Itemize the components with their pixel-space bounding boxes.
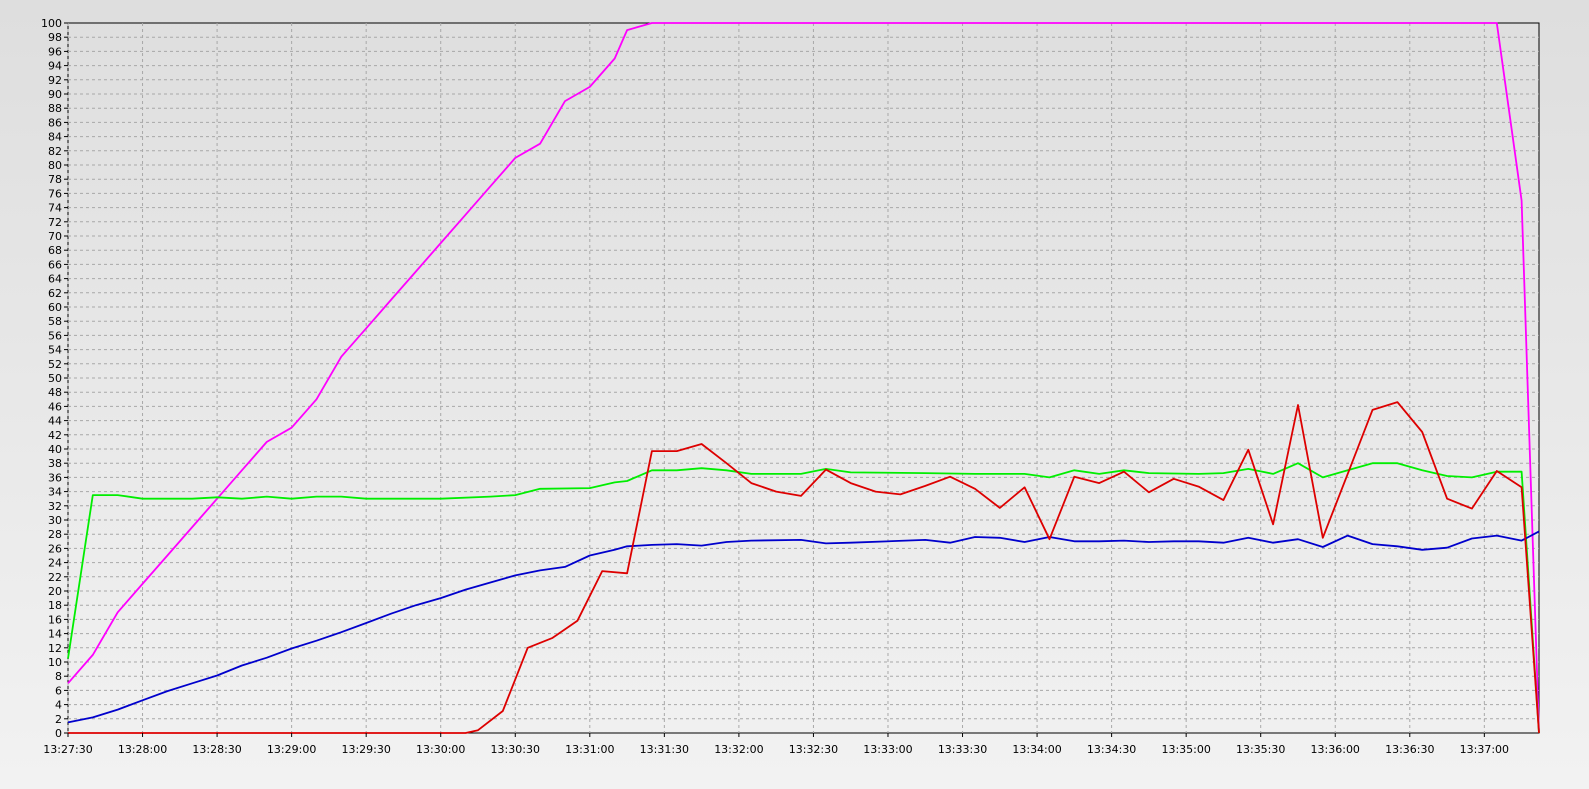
y-tick-label: 52: [48, 358, 62, 371]
series-line-2: [67, 462, 1540, 734]
x-tick-label: 13:29:30: [341, 743, 390, 756]
y-tick-label: 10: [48, 656, 62, 669]
x-tick-label: 13:34:00: [1012, 743, 1061, 756]
y-tick-label: 60: [48, 301, 62, 314]
y-tick-label: 6: [55, 684, 62, 697]
y-tick-label: 2: [55, 713, 62, 726]
y-tick-label: 68: [48, 244, 62, 257]
y-tick-label: 40: [48, 443, 62, 456]
y-tick-label: 32: [48, 500, 62, 513]
y-tick-label: 64: [48, 273, 62, 286]
x-tick-label: 13:36:30: [1385, 743, 1434, 756]
y-tick-label: 54: [48, 344, 62, 357]
y-tick-label: 94: [48, 60, 62, 73]
y-tick-label: 22: [48, 571, 62, 584]
y-tick-label: 76: [48, 187, 62, 200]
series-line-1: [67, 22, 1540, 734]
y-tick-label: 74: [48, 202, 62, 215]
y-tick-label: 20: [48, 585, 62, 598]
grid: [67, 23, 1539, 733]
x-tick-label: 13:35:00: [1161, 743, 1210, 756]
y-tick-label: 18: [48, 599, 62, 612]
x-tick-label: 13:33:30: [938, 743, 987, 756]
y-axis: 0246810121416182022242628303234363840424…: [41, 17, 68, 740]
x-tick-label: 13:28:00: [118, 743, 167, 756]
y-tick-label: 70: [48, 230, 62, 243]
y-tick-label: 100: [41, 17, 62, 30]
x-tick-label: 13:35:30: [1236, 743, 1285, 756]
y-tick-label: 96: [48, 45, 62, 58]
y-tick-label: 34: [48, 486, 62, 499]
y-tick-label: 46: [48, 400, 62, 413]
y-tick-label: 28: [48, 528, 62, 541]
y-tick-label: 24: [48, 557, 62, 570]
y-tick-label: 58: [48, 315, 62, 328]
x-tick-label: 13:32:00: [714, 743, 763, 756]
y-tick-label: 82: [48, 145, 62, 158]
x-tick-label: 13:28:30: [192, 743, 241, 756]
y-tick-label: 92: [48, 74, 62, 87]
y-tick-label: 38: [48, 457, 62, 470]
x-tick-label: 13:31:30: [640, 743, 689, 756]
x-tick-label: 13:32:30: [789, 743, 838, 756]
y-tick-label: 42: [48, 429, 62, 442]
x-tick-label: 13:34:30: [1087, 743, 1136, 756]
series-line-3: [67, 530, 1540, 724]
y-tick-label: 16: [48, 613, 62, 626]
y-tick-label: 12: [48, 642, 62, 655]
y-tick-label: 62: [48, 287, 62, 300]
y-tick-label: 88: [48, 102, 62, 115]
y-tick-label: 78: [48, 173, 62, 186]
y-tick-label: 30: [48, 514, 62, 527]
series-group: [67, 22, 1540, 734]
y-tick-label: 98: [48, 31, 62, 44]
y-tick-label: 90: [48, 88, 62, 101]
y-tick-label: 84: [48, 131, 62, 144]
x-tick-label: 13:31:00: [565, 743, 614, 756]
y-tick-label: 48: [48, 386, 62, 399]
x-tick-label: 13:30:30: [491, 743, 540, 756]
y-tick-label: 8: [55, 670, 62, 683]
x-tick-label: 13:33:00: [863, 743, 912, 756]
y-tick-label: 56: [48, 329, 62, 342]
y-tick-label: 4: [55, 699, 62, 712]
y-tick-label: 50: [48, 372, 62, 385]
y-tick-label: 80: [48, 159, 62, 172]
y-tick-label: 14: [48, 628, 62, 641]
x-tick-label: 13:29:00: [267, 743, 316, 756]
y-tick-label: 66: [48, 258, 62, 271]
y-tick-label: 72: [48, 216, 62, 229]
x-tick-label: 13:30:00: [416, 743, 465, 756]
x-axis: 13:27:30 13:28:00 13:28:30 13:29:00 13:29:30…: [43, 733, 1509, 756]
series-line-4: [68, 401, 1540, 734]
x-tick-label: 13:27:30: [43, 743, 92, 756]
y-tick-label: 86: [48, 116, 62, 129]
y-tick-label: 0: [55, 727, 62, 740]
y-tick-label: 44: [48, 415, 62, 428]
y-tick-label: 26: [48, 542, 62, 555]
y-tick-label: 36: [48, 471, 62, 484]
x-tick-label: 13:36:00: [1311, 743, 1360, 756]
x-tick-label: 13:37:00: [1460, 743, 1509, 756]
